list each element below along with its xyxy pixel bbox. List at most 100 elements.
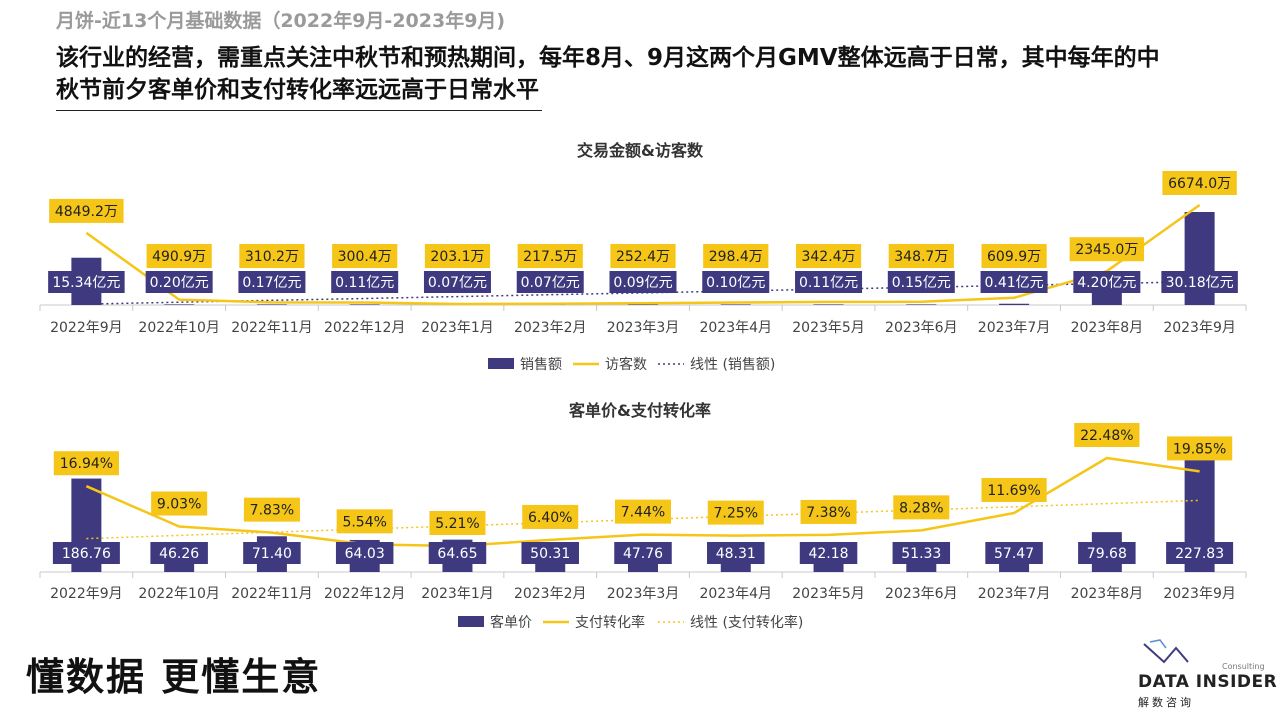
legend-bar-label: 销售额 [520,357,562,373]
x-tick-label: 2023年5月 [792,320,865,336]
x-tick-label: 2023年7月 [978,586,1051,602]
logo-subtext: 解数咨询 [1138,696,1194,709]
bar [999,303,1030,305]
bar-data-label: 30.18亿元 [1166,275,1234,291]
line-label-bg [49,198,124,223]
bar-label-bg [1078,542,1136,564]
line-label-bg [981,477,1047,502]
line-label-bg [53,451,119,476]
logo-consulting: Consulting [1222,662,1265,671]
line-label-bg [981,244,1047,268]
bar-data-label: 227.83 [1175,546,1224,562]
bar-data-label: 4.20亿元 [1077,275,1136,291]
bar [164,304,195,305]
charts-canvas: 交易金额&访客数 2022年9月 2022年10月 2022年11月 2022年12月 2… [39,141,1247,631]
bar-label-bg [887,271,955,293]
line-data-label: 19.85% [1173,441,1226,457]
line-data-label: 348.7万 [894,249,948,265]
line-data-label: 310.2万 [245,249,299,265]
line-label-bg [703,244,769,268]
line-label-bg [1162,171,1237,195]
line-data-label: 252.4万 [616,249,670,265]
line-label-bg [1167,436,1233,461]
line-data-label: 7.38% [806,505,850,521]
x-tick-label: 2023年7月 [978,320,1051,336]
bar [349,304,380,305]
x-tick-label: 2023年3月 [607,586,680,602]
bar-label-bg [48,271,125,293]
bar [906,304,937,305]
bar-label-bg [331,271,399,293]
bar-data-label: 0.15亿元 [892,275,951,291]
line-data-label: 22.48% [1080,428,1133,444]
line-label-bg [332,244,398,268]
line-label-bg [151,491,208,516]
line-label-bg [424,244,491,268]
bar-data-label: 186.76 [62,546,111,562]
bar-label-bg [1161,271,1238,293]
bar-data-label: 64.03 [345,546,385,562]
bar-label-bg [980,271,1048,293]
legend-trend-label: 线性 (支付转化率) [690,614,803,631]
bar-data-label: 64.65 [437,546,477,562]
headline-underline [56,110,542,111]
line-data-label: 11.69% [987,483,1040,499]
x-tick-label: 2022年12月 [324,320,405,336]
footer-slogan: 懂数据 更懂生意 [26,655,322,699]
bar-data-label: 48.31 [716,546,756,562]
bar-data-label: 79.68 [1087,546,1127,562]
bar-label-bg [428,542,487,564]
bar-label-bg [892,542,951,564]
legend-line-label: 支付转化率 [575,614,645,631]
line-data-label: 298.4万 [709,249,763,265]
x-tick-label: 2023年4月 [699,320,772,336]
bar-label-bg [423,271,491,293]
bar-data-label: 46.26 [159,546,199,562]
bar-data-label: 0.07亿元 [428,275,487,291]
bar-data-label: 0.10亿元 [706,275,765,291]
x-tick-label: 2023年3月 [607,320,680,336]
line-label-bg [615,499,671,524]
line-label-bg [610,244,676,268]
legend-bar-swatch [458,616,484,627]
line-data-label: 490.9万 [152,249,206,265]
bar-data-label: 50.31 [530,546,570,562]
x-tick-label: 2023年5月 [792,586,865,602]
bar [628,304,658,305]
line-data-label: 6.40% [528,510,572,526]
data-insider-logo-icon [1143,639,1189,664]
bar-data-label: 0.11亿元 [799,275,858,291]
line-data-label: 7.25% [714,506,758,522]
x-tick-label: 2023年1月 [421,586,494,602]
x-tick-label: 2022年12月 [324,586,405,602]
bar-data-label: 0.07亿元 [521,275,580,291]
x-tick-label: 2023年8月 [1071,320,1144,336]
bar-label-bg [985,542,1043,564]
line-label-bg [1074,423,1140,447]
line-label-bg [146,244,212,268]
bar-label-bg [521,542,579,564]
legend-line-label: 访客数 [605,356,647,373]
x-tick-label: 2022年10月 [138,320,219,336]
legend-trend-label: 线性 (销售额) [690,357,775,373]
legend-bar-swatch [488,358,514,369]
bar-label-bg [702,271,770,293]
page-headline: 该行业的经营，需重点关注中秋节和预热期间，每年8月、9月这两个月GMV整体远高于… [56,45,1160,103]
line-data-label: 203.1万 [430,249,484,265]
bar-data-label: 47.76 [623,546,663,562]
line-data-label: 300.4万 [338,249,392,265]
bar-data-label: 57.47 [994,546,1034,562]
line-label-bg [239,244,305,268]
bar-label-bg [335,542,394,564]
line-data-label: 5.54% [342,514,386,530]
legend-bar-label: 客单价 [490,614,532,631]
line-label-bg [888,244,954,268]
bar-data-label: 42.18 [808,546,848,562]
x-tick-label: 2022年9月 [50,320,123,336]
bar-label-bg [52,542,120,564]
x-tick-label: 2023年2月 [514,320,587,336]
bar-data-label: 71.40 [252,546,292,562]
bar-label-bg [145,271,213,293]
bar-data-label: 0.09亿元 [613,275,672,291]
bar-label-bg [243,542,301,564]
